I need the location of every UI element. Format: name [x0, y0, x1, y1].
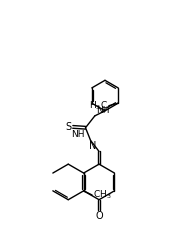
Text: O: O	[95, 211, 103, 221]
Text: H$_3$C: H$_3$C	[89, 100, 108, 112]
Text: CH$_3$: CH$_3$	[93, 189, 112, 201]
Text: N: N	[89, 141, 96, 151]
Text: NH: NH	[96, 105, 110, 115]
Text: NH: NH	[71, 130, 85, 139]
Text: S: S	[65, 122, 71, 132]
